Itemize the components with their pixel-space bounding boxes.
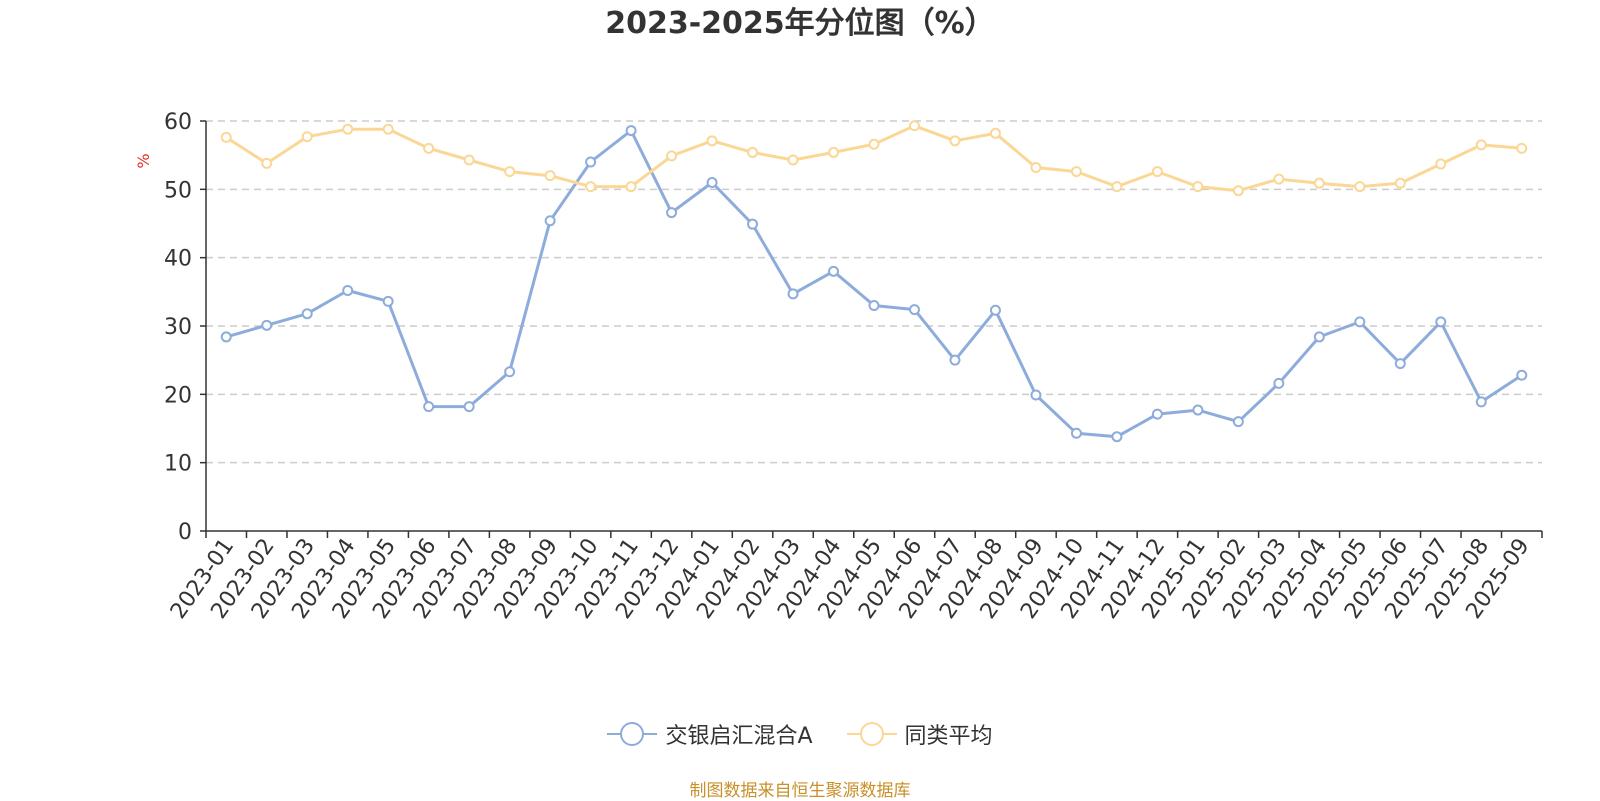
data-point	[828, 146, 840, 158]
data-point	[868, 138, 880, 150]
series-line-0	[225, 129, 1523, 439]
data-point	[787, 154, 799, 166]
data-point	[1313, 177, 1325, 189]
y-tick-label: 40	[164, 247, 192, 272]
legend-label-fund: 交银启汇混合A	[665, 724, 813, 749]
data-point	[463, 401, 475, 413]
data-point	[301, 131, 313, 143]
data-point	[1435, 316, 1447, 328]
data-point	[220, 331, 232, 343]
y-tick-label: 0	[178, 520, 192, 545]
data-point	[544, 215, 556, 227]
data-point	[1151, 166, 1163, 178]
data-point	[220, 131, 232, 143]
axes: 0102030405060%2023-012023-022023-032023-…	[134, 110, 1543, 624]
data-point	[625, 181, 637, 193]
data-point	[1475, 396, 1487, 408]
data-point	[1070, 427, 1082, 439]
series-lines	[225, 124, 1523, 439]
data-point	[747, 218, 759, 230]
legend-label-average: 同类平均	[904, 724, 993, 749]
data-point	[949, 354, 961, 366]
y-tick-label: 10	[164, 452, 192, 477]
legend-item-fund[interactable]: 交银启汇混合A	[607, 718, 813, 750]
data-point	[1232, 416, 1244, 428]
data-point	[1313, 331, 1325, 343]
data-point	[666, 150, 678, 162]
y-tick-label: 60	[164, 110, 192, 135]
data-point	[1475, 139, 1487, 151]
data-point	[868, 300, 880, 311]
data-point	[1354, 316, 1366, 328]
data-point	[1030, 161, 1042, 173]
data-point	[1354, 181, 1366, 193]
data-point	[1192, 181, 1204, 193]
data-point	[585, 156, 597, 168]
data-point	[261, 319, 273, 331]
data-point	[747, 146, 759, 158]
data-point	[787, 288, 799, 300]
data-point	[342, 284, 354, 296]
data-point	[1232, 185, 1244, 197]
y-tick-label: 50	[164, 178, 192, 203]
data-point	[1516, 369, 1528, 381]
data-point	[342, 123, 354, 135]
data-point	[463, 154, 475, 166]
data-point	[706, 177, 718, 188]
data-point	[1273, 377, 1285, 389]
legend: 交银启汇混合A 同类平均	[0, 718, 1600, 750]
source-note: 制图数据来自恒生聚源数据库	[689, 781, 911, 801]
data-point	[544, 170, 556, 182]
data-point	[908, 120, 920, 132]
data-point	[423, 142, 435, 154]
data-point	[1273, 173, 1285, 185]
legend-circle-icon	[846, 722, 897, 746]
data-point	[989, 127, 1001, 139]
legend-circle-icon	[607, 722, 658, 746]
data-point	[949, 135, 961, 147]
data-point	[1435, 158, 1447, 170]
data-point	[828, 265, 840, 277]
series-line-1	[225, 124, 1522, 193]
data-points	[220, 120, 1528, 443]
data-point	[504, 366, 516, 378]
data-point	[301, 308, 313, 320]
data-point	[1192, 404, 1204, 416]
data-point	[423, 401, 435, 413]
y-tick-label: 30	[164, 315, 192, 340]
data-point	[1516, 142, 1528, 154]
data-point	[1111, 431, 1123, 443]
data-point	[1030, 389, 1042, 401]
data-point	[666, 207, 678, 219]
data-point	[382, 295, 394, 307]
gridlines	[206, 120, 1542, 464]
data-point	[504, 166, 516, 178]
data-point	[1151, 408, 1163, 420]
data-point	[1394, 177, 1406, 189]
legend-item-average[interactable]: 同类平均	[846, 718, 993, 750]
data-point	[706, 135, 718, 147]
data-point	[382, 123, 394, 135]
data-point	[261, 157, 273, 169]
data-point	[625, 125, 637, 137]
y-axis-label: %	[134, 153, 153, 168]
y-tick-label: 20	[164, 383, 192, 408]
data-point	[1070, 166, 1082, 178]
data-point	[585, 181, 597, 193]
data-point	[989, 304, 1001, 316]
chart-title: 2023-2025年分位图（%）	[605, 6, 995, 41]
data-point	[1111, 181, 1123, 193]
data-point	[908, 304, 920, 316]
data-point	[1394, 358, 1406, 370]
